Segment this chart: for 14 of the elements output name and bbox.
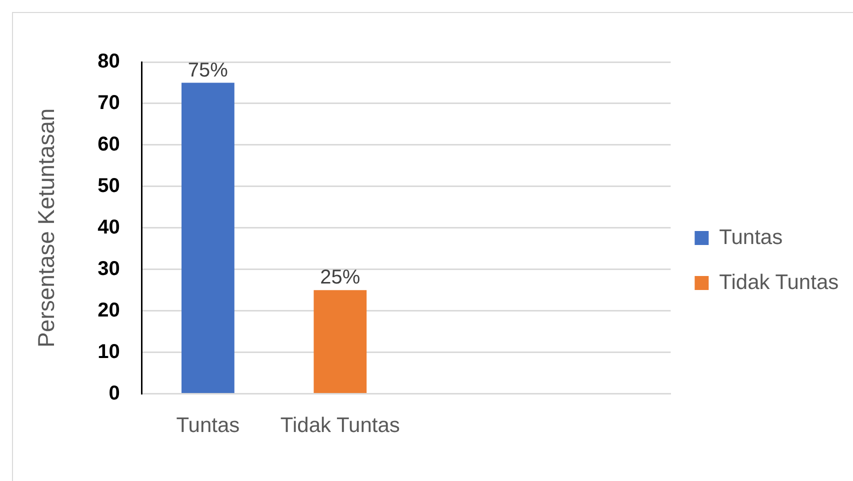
y-axis-title: Persentase Ketuntasan [33,108,60,348]
legend-label: Tuntas [719,226,783,249]
y-tick-label: 10 [98,340,120,363]
y-tick-label: 70 [98,92,120,114]
legend-label: Tidak Tuntas [719,270,839,294]
data-label: 25% [320,266,360,289]
y-tick-label: 60 [98,133,120,156]
data-label: 75% [188,59,228,82]
y-tick-label: 0 [108,382,120,404]
y-tick-label: 80 [98,50,120,73]
y-tick-label: 30 [98,258,120,280]
y-tick-label: 20 [98,299,120,322]
y-tick-label: 50 [98,174,120,197]
y-tick-label: 40 [98,216,120,238]
